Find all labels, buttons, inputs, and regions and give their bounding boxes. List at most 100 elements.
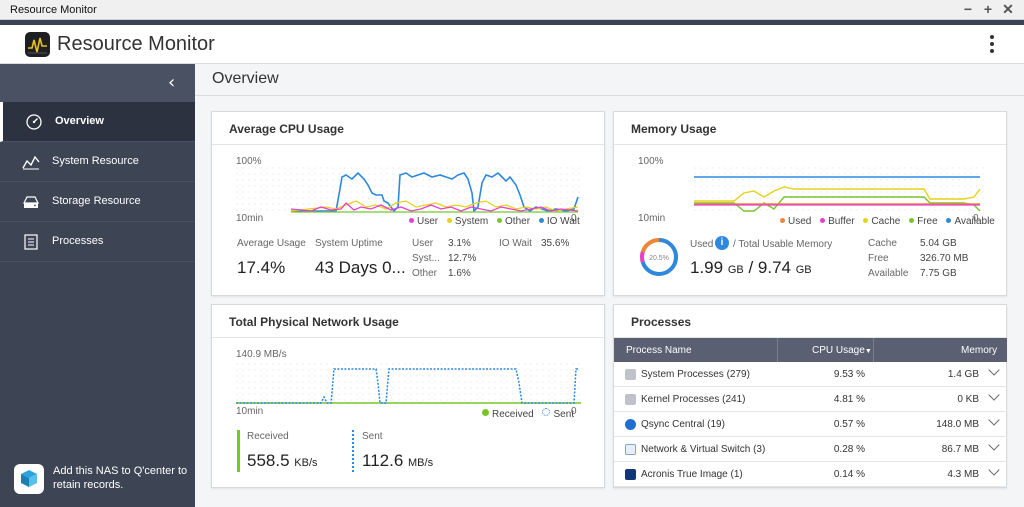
table-row[interactable]: System Processes (279) 9.53 % 1.4 GB	[614, 362, 1007, 387]
header-divider	[195, 95, 1024, 96]
chevron-down-icon[interactable]	[988, 414, 1000, 426]
process-cpu: 0.28 %	[833, 444, 865, 455]
system-uptime-label: System Uptime	[315, 238, 383, 249]
column-cpu-usage[interactable]: CPU Usage▼	[812, 345, 872, 356]
close-icon[interactable]: ✕	[1002, 1, 1014, 17]
received-value: 558.5	[247, 451, 290, 470]
table-row[interactable]: Network & Virtual Switch (3) 0.28 % 86.7…	[614, 437, 1007, 462]
io-wait-value: 35.6%	[541, 238, 570, 249]
more-options-icon[interactable]	[984, 33, 1000, 57]
used-label: Used	[690, 239, 714, 250]
received-unit: KB/s	[294, 457, 318, 469]
network-icon	[625, 444, 636, 455]
cache-label: Cache	[868, 238, 897, 249]
process-name: Qsync Central (19)	[641, 419, 725, 430]
window-titlebar: Resource Monitor − + ✕	[0, 0, 1024, 20]
legend-dot-io-wait	[538, 218, 544, 223]
column-separator	[873, 338, 874, 362]
table-row[interactable]: Qsync Central (19) 0.57 % 148.0 MB	[614, 412, 1007, 437]
user-label: User	[412, 238, 434, 249]
sort-desc-icon: ▼	[864, 348, 872, 355]
io-wait-label: IO Wait	[499, 238, 532, 249]
memory-chart	[694, 167, 984, 213]
chevron-down-icon[interactable]	[988, 364, 1000, 376]
used-value: 1.99	[690, 258, 724, 277]
sidebar-item-storage-resource[interactable]: Storage Resource	[0, 182, 195, 222]
card-divider	[212, 144, 604, 145]
window-title: Resource Monitor	[10, 4, 97, 16]
column-separator	[777, 338, 778, 362]
table-row[interactable]: Acronis True Image (1) 0.14 % 4.3 MB	[614, 462, 1007, 487]
main-content: Overview Average CPU Usage 100% 10min 0 …	[195, 64, 1024, 507]
legend-dot-cache	[863, 218, 869, 223]
qcenter-icon	[14, 464, 44, 494]
legend-dot-system	[446, 218, 452, 223]
process-memory: 148.0 MB	[936, 419, 979, 430]
sidebar-item-label: Processes	[52, 235, 104, 247]
legend-io-wait: IO Wait	[546, 216, 580, 227]
column-process-name[interactable]: Process Name	[626, 345, 692, 356]
chevron-down-icon[interactable]	[988, 389, 1000, 401]
process-name: Kernel Processes (241)	[641, 394, 746, 405]
legend-sent: Sent	[553, 409, 575, 420]
app-logo-icon	[25, 32, 50, 57]
cpu-usage-card: Average CPU Usage 100% 10min 0 User Syst…	[211, 111, 605, 296]
legend-free: Free	[917, 216, 938, 227]
y-max-label: 100%	[638, 156, 664, 167]
card-title: Total Physical Network Usage	[229, 315, 399, 329]
sidebar: ‹ Overview System Resource Storage Resou…	[0, 64, 195, 507]
memory-legend: Used Buffer Cache Free Available	[774, 216, 995, 227]
table-row[interactable]: Kernel Processes (241) 4.81 % 0 KB	[614, 387, 1007, 412]
received-summary: 558.5 KB/s	[247, 451, 318, 471]
memory-usage-card: Memory Usage 100% 10min 0 Used Buffer Ca…	[613, 111, 1007, 296]
process-memory: 4.3 MB	[947, 469, 979, 480]
qcenter-promo[interactable]: Add this NAS to Q'center to retain recor…	[14, 462, 189, 502]
average-usage-label: Average Usage	[237, 238, 306, 249]
network-legend: Received Sent	[476, 408, 574, 420]
network-usage-card: Total Physical Network Usage 140.9 MB/s …	[211, 304, 605, 488]
memory-free-line	[694, 196, 981, 212]
legend-dot-other	[497, 218, 503, 223]
gear-icon	[625, 369, 636, 380]
sidebar-item-overview[interactable]: Overview	[0, 102, 195, 142]
sent-summary: 112.6 MB/s	[362, 451, 433, 471]
column-cpu-usage-label: CPU Usage	[812, 345, 865, 356]
process-memory: 1.4 GB	[947, 369, 979, 380]
y-max-label: 140.9 MB/s	[236, 349, 287, 360]
chevron-down-icon[interactable]	[988, 439, 1000, 451]
cpu-chart	[236, 167, 581, 213]
legend-dot-buffer	[820, 218, 826, 223]
page-title: Overview	[212, 70, 279, 87]
legend-buffer: Buffer	[828, 216, 855, 227]
x-end-label: 0	[571, 213, 577, 224]
legend-other: Other	[505, 216, 531, 227]
system-value: 12.7%	[448, 253, 477, 264]
chart-line-icon	[22, 155, 40, 170]
column-memory[interactable]: Memory	[961, 345, 998, 356]
available-value: 7.75 GB	[920, 268, 957, 279]
process-memory: 86.7 MB	[941, 444, 979, 455]
received-bar	[237, 430, 240, 472]
info-icon[interactable]: i	[715, 236, 729, 250]
network-chart	[236, 363, 581, 405]
process-memory: 0 KB	[957, 394, 979, 405]
sidebar-item-processes[interactable]: Processes	[0, 222, 195, 262]
free-label: Free	[868, 253, 889, 264]
qcenter-text: Add this NAS to Q'center to retain recor…	[53, 465, 188, 491]
memory-ring: 20.5%	[640, 238, 678, 276]
sidebar-item-system-resource[interactable]: System Resource	[0, 142, 195, 182]
y-max-label: 100%	[236, 156, 262, 167]
minimize-icon[interactable]: −	[963, 1, 973, 17]
user-value: 3.1%	[448, 238, 471, 249]
table-header: Process Name CPU Usage▼ Memory	[614, 338, 1007, 362]
total-unit: GB	[795, 264, 812, 276]
sidebar-collapse-button[interactable]: ‹	[0, 64, 195, 102]
other-label: Other	[412, 268, 438, 279]
processes-card: Processes Process Name CPU Usage▼ Memory…	[613, 304, 1007, 488]
maximize-icon[interactable]: +	[983, 1, 993, 17]
process-name: Acronis True Image (1)	[641, 469, 743, 480]
acronis-icon	[625, 469, 636, 480]
gauge-icon	[26, 114, 42, 130]
chevron-down-icon[interactable]	[988, 464, 1000, 476]
system-label: Syst...	[412, 253, 440, 264]
